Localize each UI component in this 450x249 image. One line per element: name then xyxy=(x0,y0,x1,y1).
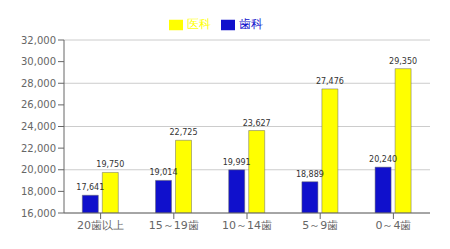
svg-text:28,000: 28,000 xyxy=(21,78,56,89)
svg-text:5～9歯: 5～9歯 xyxy=(302,219,338,232)
html-text:歯科: 歯科 xyxy=(239,17,263,31)
svg-text:19,014: 19,014 xyxy=(150,168,178,177)
svg-text:24,000: 24,000 xyxy=(21,121,56,132)
svg-text:17,641: 17,641 xyxy=(76,183,104,192)
svg-text:20,240: 20,240 xyxy=(369,155,397,164)
svg-text:18,000: 18,000 xyxy=(21,186,56,197)
svg-text:22,725: 22,725 xyxy=(170,128,198,137)
svg-text:30,000: 30,000 xyxy=(21,56,56,67)
svg-text:15～19歯: 15～19歯 xyxy=(149,219,199,232)
svg-text:10～14歯: 10～14歯 xyxy=(222,219,272,232)
svg-text:22,000: 22,000 xyxy=(21,143,56,154)
html-text:医科: 医科 xyxy=(187,17,211,31)
svg-text:18,889: 18,889 xyxy=(296,170,324,179)
svg-text:29,350: 29,350 xyxy=(389,57,417,66)
svg-text:0～4歯: 0～4歯 xyxy=(375,219,411,232)
svg-text:27,476: 27,476 xyxy=(316,77,344,86)
svg-text:26,000: 26,000 xyxy=(21,99,56,110)
svg-text:20,000: 20,000 xyxy=(21,164,56,175)
svg-text:19,750: 19,750 xyxy=(96,160,124,169)
svg-text:19,991: 19,991 xyxy=(223,158,251,167)
svg-text:32,000: 32,000 xyxy=(21,35,56,46)
svg-text:16,000: 16,000 xyxy=(21,208,56,219)
svg-text:23,627: 23,627 xyxy=(243,119,271,128)
svg-text:20歯以上: 20歯以上 xyxy=(77,219,124,232)
